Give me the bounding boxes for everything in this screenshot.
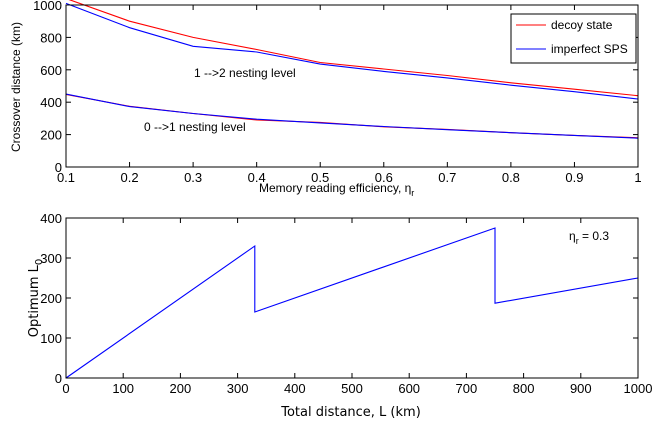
top-xtick-label: 0.5 bbox=[311, 170, 329, 185]
bottom-axes-box bbox=[65, 217, 639, 379]
bottom-y-axis-label: Optimum L0 bbox=[27, 259, 45, 338]
bottom-xtick-label: 500 bbox=[341, 381, 363, 396]
bottom-x-ticks: 0 100 200 300 400 500 600 700 800 900 1000 bbox=[62, 218, 652, 396]
bottom-xtick-label: 400 bbox=[284, 381, 306, 396]
bottom-ytick-label: 200 bbox=[40, 291, 62, 306]
bottom-annotation-eta: ηr = 0.3 bbox=[569, 229, 609, 246]
top-annotation-nesting-1-2: 1 -->2 nesting level bbox=[194, 66, 296, 80]
bottom-series-line-0 bbox=[65, 227, 639, 379]
top-y-axis-label: Crossover distance (km) bbox=[9, 22, 23, 152]
top-ytick-label: 200 bbox=[40, 128, 62, 143]
top-ytick-label: 400 bbox=[40, 95, 62, 110]
bottom-xtick-label: 600 bbox=[398, 381, 420, 396]
top-ytick-label: 800 bbox=[40, 30, 62, 45]
top-xtick-label: 0.9 bbox=[565, 170, 583, 185]
top-xtick-label: 0.3 bbox=[184, 170, 202, 185]
bottom-xtick-label: 100 bbox=[112, 381, 134, 396]
bottom-ytick-label: 100 bbox=[40, 331, 62, 346]
top-xtick-label: 0.8 bbox=[502, 170, 520, 185]
bottom-xtick-label: 1000 bbox=[624, 381, 653, 396]
top-ytick-label: 600 bbox=[40, 63, 62, 78]
bottom-xtick-label: 900 bbox=[570, 381, 592, 396]
bottom-ytick-label: 300 bbox=[40, 251, 62, 266]
bottom-xtick-label: 700 bbox=[456, 381, 478, 396]
legend-box bbox=[510, 13, 637, 64]
top-x-axis-label: Memory reading efficiency, ηr bbox=[259, 181, 414, 198]
legend-sps-label: imperfect SPS bbox=[551, 42, 628, 56]
top-series-line-0 bbox=[68, 0, 639, 97]
top-xtick-label: 0.7 bbox=[438, 170, 456, 185]
top-series-line-3 bbox=[65, 93, 639, 139]
top-xtick-label: 0.1 bbox=[57, 170, 75, 185]
bottom-ytick-label: 400 bbox=[40, 211, 62, 226]
bottom-ytick-label: 0 bbox=[55, 371, 62, 386]
top-axes-box bbox=[65, 4, 639, 168]
top-ytick-label: 1000 bbox=[33, 0, 62, 13]
bottom-series bbox=[65, 227, 639, 379]
top-xtick-label: 0.2 bbox=[121, 170, 139, 185]
bottom-chart: 0 100 200 300 400 0 100 200 300 400 500 600 700 800 9… bbox=[27, 211, 652, 420]
top-y-ticks: 0 200 400 600 800 1000 bbox=[33, 0, 638, 175]
bottom-xtick-label: 300 bbox=[227, 381, 249, 396]
bottom-x-axis-label: Total distance, L (km) bbox=[280, 405, 421, 420]
top-series-line-1 bbox=[65, 2, 639, 100]
bottom-xtick-label: 200 bbox=[170, 381, 192, 396]
bottom-xtick-label: 0 bbox=[62, 381, 69, 396]
top-x-ticks: 0.1 0.2 0.3 0.4 0.5 0.6 0.7 0.8 0.9 1 bbox=[57, 5, 642, 185]
top-xtick-label: 1 bbox=[634, 170, 641, 185]
legend-decoy-label: decoy state bbox=[551, 18, 613, 32]
legend: decoy state imperfect SPS bbox=[510, 13, 637, 64]
bottom-y-ticks: 0 100 200 300 400 bbox=[40, 211, 638, 386]
top-series bbox=[65, 0, 639, 139]
top-xtick-label: 0.4 bbox=[248, 170, 266, 185]
top-xtick-label: 0.6 bbox=[375, 170, 393, 185]
top-annotation-nesting-0-1: 0 -->1 nesting level bbox=[144, 120, 246, 134]
bottom-xtick-label: 800 bbox=[513, 381, 535, 396]
top-ytick-label: 0 bbox=[55, 160, 62, 175]
